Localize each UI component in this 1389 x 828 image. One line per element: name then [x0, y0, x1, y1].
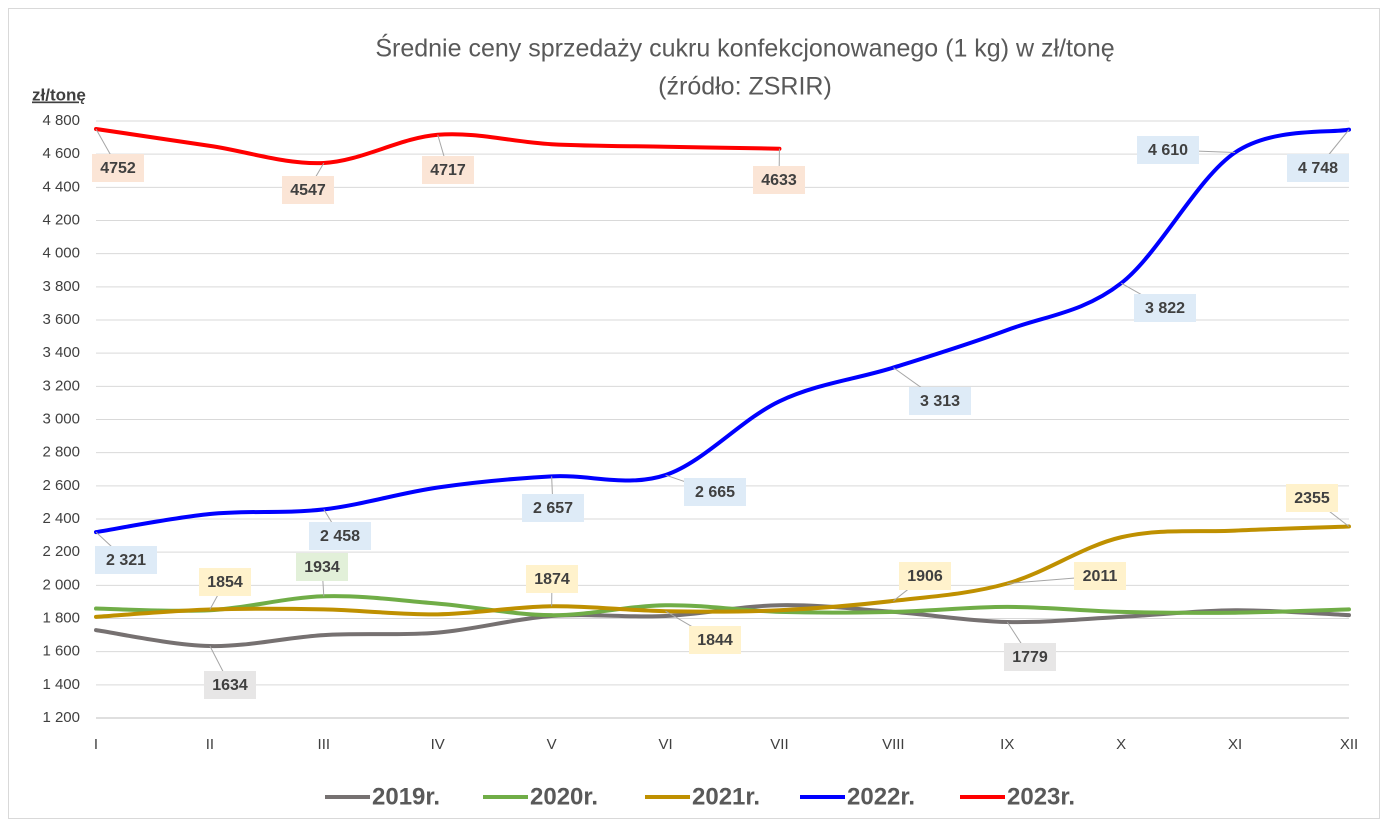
data-label: 4633 — [761, 172, 797, 189]
data-label: 2011 — [1083, 568, 1118, 585]
data-label: 2355 — [1294, 490, 1330, 507]
x-tick-label: XI — [1228, 736, 1242, 753]
y-tick-label: 1 200 — [42, 709, 80, 726]
data-label: 1634 — [212, 677, 248, 694]
x-tick-label: II — [206, 736, 214, 753]
legend-label: 2023r. — [1007, 783, 1075, 810]
data-label-box — [1074, 562, 1126, 590]
data-label-box — [1134, 294, 1196, 322]
data-label: 4 748 — [1298, 160, 1338, 177]
y-tick-label: 2 400 — [42, 510, 80, 527]
x-tick-label: VI — [658, 736, 672, 753]
y-tick-label: 3 200 — [42, 377, 80, 394]
y-tick-label: 4 600 — [42, 145, 80, 162]
legend-label: 2019r. — [372, 783, 440, 810]
series-line — [94, 594, 1351, 618]
y-tick-label: 1 800 — [42, 609, 80, 626]
data-label-box — [199, 568, 251, 596]
data-label-box — [689, 626, 741, 654]
data-label-box — [526, 565, 578, 593]
series-line — [94, 127, 1351, 535]
legend-label: 2021r. — [692, 783, 760, 810]
y-tick-label: 2 200 — [42, 543, 80, 560]
data-label: 1934 — [304, 559, 340, 576]
data-label-box — [1286, 484, 1338, 512]
data-label-box — [204, 671, 256, 699]
data-label-box — [296, 553, 348, 581]
data-label-box — [522, 494, 584, 522]
y-tick-label: 4 200 — [42, 211, 80, 228]
data-label: 3 822 — [1145, 300, 1185, 317]
data-label-box — [1004, 643, 1056, 671]
data-label-box — [309, 522, 371, 550]
data-label: 4 610 — [1148, 142, 1188, 159]
data-label: 4717 — [430, 162, 466, 179]
y-tick-label: 4 800 — [42, 112, 80, 129]
y-tick-label: 2 600 — [42, 477, 80, 494]
data-label: 2 321 — [106, 552, 146, 569]
y-tick-label: 3 600 — [42, 311, 80, 328]
data-label-box — [282, 176, 334, 204]
chart-title: Średnie ceny sprzedaży cukru konfekcjono… — [375, 33, 1114, 63]
x-tick-label: VIII — [882, 736, 905, 753]
y-tick-label: 3 000 — [42, 410, 80, 427]
legend-label: 2020r. — [530, 783, 598, 810]
data-label-box — [92, 154, 144, 182]
data-label-box — [422, 156, 474, 184]
x-tick-label: IX — [1000, 736, 1014, 753]
data-label: 1854 — [207, 574, 243, 591]
x-tick-label: X — [1116, 736, 1126, 753]
y-tick-label: 1 400 — [42, 676, 80, 693]
data-label: 1844 — [697, 632, 733, 649]
y-tick-label: 3 800 — [42, 278, 80, 295]
data-label-box — [684, 478, 746, 506]
chart-subtitle: (źródło: ZSRIR) — [658, 73, 832, 101]
data-label-box — [909, 387, 971, 415]
data-label: 2 458 — [320, 528, 360, 545]
data-label: 1906 — [907, 568, 943, 585]
y-tick-label: 1 600 — [42, 643, 80, 660]
data-label-box — [753, 166, 805, 194]
x-tick-label: IV — [431, 736, 445, 753]
data-label-box — [899, 562, 951, 590]
data-label: 1779 — [1012, 649, 1048, 666]
y-tick-label: 2 800 — [42, 444, 80, 461]
data-label: 4752 — [100, 160, 136, 177]
data-label-box — [95, 546, 157, 574]
y-tick-label: 4 400 — [42, 178, 80, 195]
data-label: 4547 — [290, 182, 326, 199]
x-tick-label: III — [318, 736, 331, 753]
data-label-box — [1137, 136, 1199, 164]
x-tick-label: V — [547, 736, 557, 753]
series-line — [94, 126, 782, 166]
data-label: 1874 — [534, 571, 570, 588]
y-tick-label: 4 000 — [42, 245, 80, 262]
series-line — [94, 524, 1351, 619]
data-label: 3 313 — [920, 393, 960, 410]
y-tick-label: 3 400 — [42, 344, 80, 361]
y-tick-label: 2 000 — [42, 576, 80, 593]
x-tick-label: I — [94, 736, 98, 753]
data-label: 2 665 — [695, 484, 735, 501]
data-label-box — [1287, 154, 1349, 182]
y-axis-label: zł/tonę — [32, 85, 86, 104]
x-tick-label: XII — [1340, 736, 1358, 753]
legend-label: 2022r. — [847, 783, 915, 810]
data-label: 2 657 — [533, 500, 573, 517]
x-tick-label: VII — [770, 736, 788, 753]
